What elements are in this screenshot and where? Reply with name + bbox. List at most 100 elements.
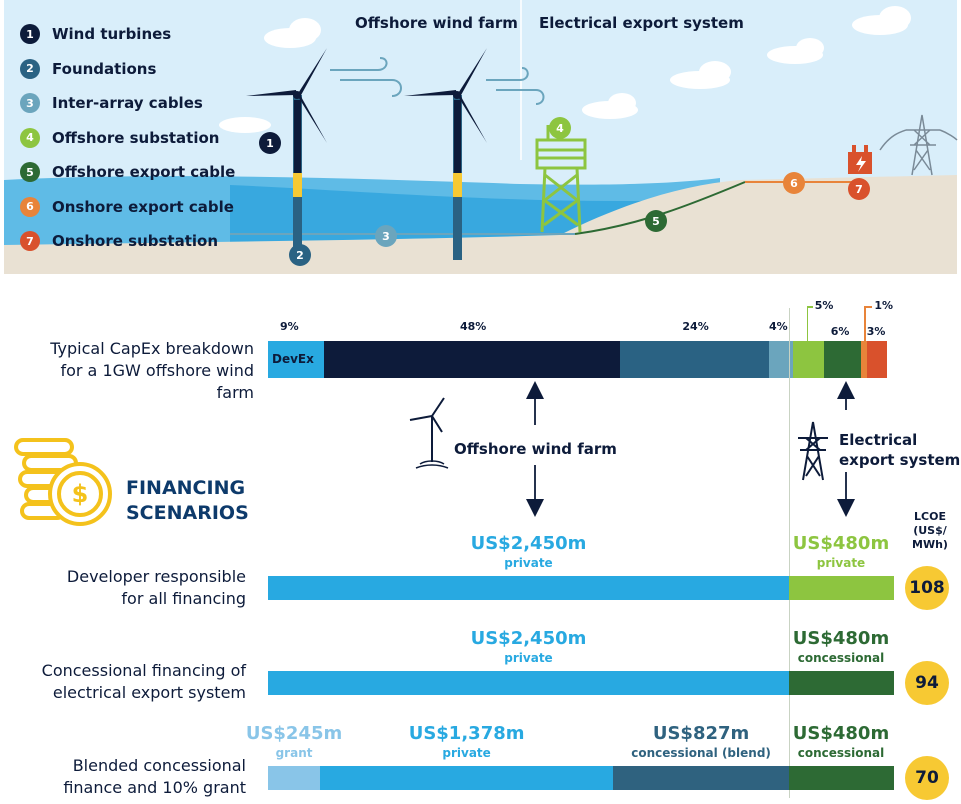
marker-offshore-substation: 4 bbox=[549, 117, 571, 139]
scenario-label-line2: electrical export system bbox=[52, 683, 246, 702]
financing-title-line2: SCENARIOS bbox=[126, 502, 249, 524]
legend-label: Offshore export cable bbox=[52, 163, 236, 181]
svg-text:7: 7 bbox=[855, 183, 863, 196]
funding-bar-segment bbox=[268, 576, 790, 600]
lcoe-value-badge: 94 bbox=[905, 661, 949, 705]
capex-leader-line bbox=[864, 306, 866, 341]
legend-label: Onshore substation bbox=[52, 232, 218, 250]
onshore-substation-icon bbox=[848, 145, 872, 174]
capex-percent-label: 24% bbox=[682, 320, 709, 333]
devex-label: DevEx bbox=[272, 352, 314, 366]
legend-number-badge: 6 bbox=[20, 196, 40, 217]
svg-text:1: 1 bbox=[266, 137, 274, 150]
funding-type: private bbox=[504, 651, 553, 665]
capex-segment bbox=[323, 341, 621, 378]
funding-type: concessional bbox=[797, 651, 885, 665]
funding-bar-segment bbox=[789, 766, 894, 790]
arrow-label-export-line2: export system bbox=[839, 451, 961, 469]
funding-bar-segment bbox=[789, 576, 894, 600]
svg-text:2: 2 bbox=[296, 249, 304, 262]
svg-text:$: $ bbox=[72, 480, 89, 508]
scenario-label-line1: Developer responsible bbox=[66, 567, 246, 586]
legend-item: 6 Onshore export cable bbox=[20, 196, 234, 218]
capex-leader-line bbox=[864, 306, 873, 308]
legend-number-badge: 1 bbox=[20, 24, 40, 44]
arrows-layer bbox=[409, 381, 855, 517]
capex-label-line2: for a 1GW offshore wind farm bbox=[60, 361, 254, 402]
scenario-label-line2: for all financing bbox=[121, 589, 246, 608]
capex-percent-label: 6% bbox=[830, 325, 850, 338]
capex-segment bbox=[268, 341, 325, 378]
funding-bar-segment bbox=[789, 671, 894, 695]
capex-segment bbox=[793, 341, 825, 378]
marker-wind-turbines: 1 bbox=[259, 132, 281, 154]
lcoe-value-badge: 108 bbox=[905, 566, 949, 610]
funding-type: private bbox=[504, 556, 553, 570]
capex-label-line1: Typical CapEx breakdown bbox=[50, 339, 254, 358]
funding-amount: US$480m bbox=[792, 628, 890, 649]
legend-label: Inter-array cables bbox=[52, 94, 203, 112]
capex-percent-label: 4% bbox=[768, 320, 788, 333]
legend-item: 4 Offshore substation bbox=[20, 127, 219, 149]
legend-number-badge: 2 bbox=[20, 58, 40, 79]
legend-item: 2 Foundations bbox=[20, 58, 156, 80]
legend-number-badge: 5 bbox=[20, 162, 40, 182]
lcoe-header: LCOE (US$/ MWh) bbox=[904, 510, 956, 552]
funding-type: private bbox=[816, 556, 866, 570]
funding-bar-segment bbox=[320, 766, 614, 790]
capex-leader-line bbox=[806, 306, 809, 341]
arrow-label-export: Electrical export system bbox=[839, 430, 960, 470]
legend-number-badge: 3 bbox=[20, 93, 40, 113]
capex-segment bbox=[824, 341, 862, 378]
funding-amount: US$2,450m bbox=[470, 628, 587, 649]
marker-onshore-substation: 7 bbox=[848, 178, 870, 200]
funding-amount: US$1,378m bbox=[408, 723, 525, 744]
transmission-pylon-icon bbox=[879, 114, 958, 176]
financing-title-line1: FINANCING bbox=[126, 477, 246, 499]
scenario-label: Blended concessional finance and 10% gran… bbox=[20, 755, 246, 799]
svg-text:5: 5 bbox=[652, 215, 660, 228]
capex-label: Typical CapEx breakdown for a 1GW offsho… bbox=[20, 338, 254, 404]
capex-percent-label: 48% bbox=[459, 320, 487, 333]
capex-percent-label: 9% bbox=[280, 320, 299, 333]
legend-label: Wind turbines bbox=[52, 25, 172, 43]
capex-segment bbox=[861, 341, 869, 378]
funding-amount: US$245m bbox=[245, 723, 343, 744]
legend-label: Foundations bbox=[52, 59, 157, 78]
scenario-label-line1: Blended concessional bbox=[72, 756, 246, 775]
capex-percent-label: 1% bbox=[874, 299, 894, 312]
svg-text:3: 3 bbox=[382, 230, 390, 243]
funding-type: concessional (blend) bbox=[631, 746, 771, 760]
arrow-label-export-line1: Electrical bbox=[839, 431, 918, 449]
funding-type: grant bbox=[275, 746, 313, 760]
small-pylon-icon bbox=[798, 421, 828, 481]
funding-amount: US$2,450m bbox=[470, 533, 587, 554]
funding-type: private bbox=[442, 746, 491, 760]
svg-text:6: 6 bbox=[790, 177, 798, 190]
export-divider-line bbox=[789, 308, 790, 798]
capex-percent-label: 3% bbox=[866, 325, 886, 338]
funding-amount: US$827m bbox=[652, 723, 750, 744]
legend-item: 3 Inter-array cables bbox=[20, 92, 203, 114]
wind-farm-illustration: 1 2 3 4 5 6 7 bbox=[4, 0, 958, 274]
funding-amount: US$480m bbox=[792, 533, 890, 554]
lcoe-header-line3: MWh) bbox=[912, 538, 948, 551]
funding-bar-segment bbox=[268, 671, 790, 695]
wind-icon bbox=[330, 57, 545, 105]
financing-title: FINANCING SCENARIOS bbox=[126, 476, 249, 526]
capex-leader-line bbox=[806, 306, 813, 308]
funding-type: concessional bbox=[797, 746, 885, 760]
marker-offshore-export-cable: 5 bbox=[645, 210, 667, 232]
lcoe-value-badge: 70 bbox=[905, 756, 949, 800]
legend-item: 5 Offshore export cable bbox=[20, 161, 235, 183]
small-wind-turbine-icon bbox=[409, 397, 449, 469]
legend-item: 1 Wind turbines bbox=[20, 23, 171, 45]
scenario-label-line1: Concessional financing of bbox=[41, 661, 246, 680]
cloud-icon bbox=[219, 6, 911, 133]
marker-foundations: 2 bbox=[289, 244, 311, 266]
capex-segment bbox=[768, 341, 794, 378]
legend-number-badge: 4 bbox=[20, 127, 40, 148]
wind-farm-title: Offshore wind farm bbox=[355, 14, 518, 32]
capex-segment bbox=[867, 341, 887, 378]
